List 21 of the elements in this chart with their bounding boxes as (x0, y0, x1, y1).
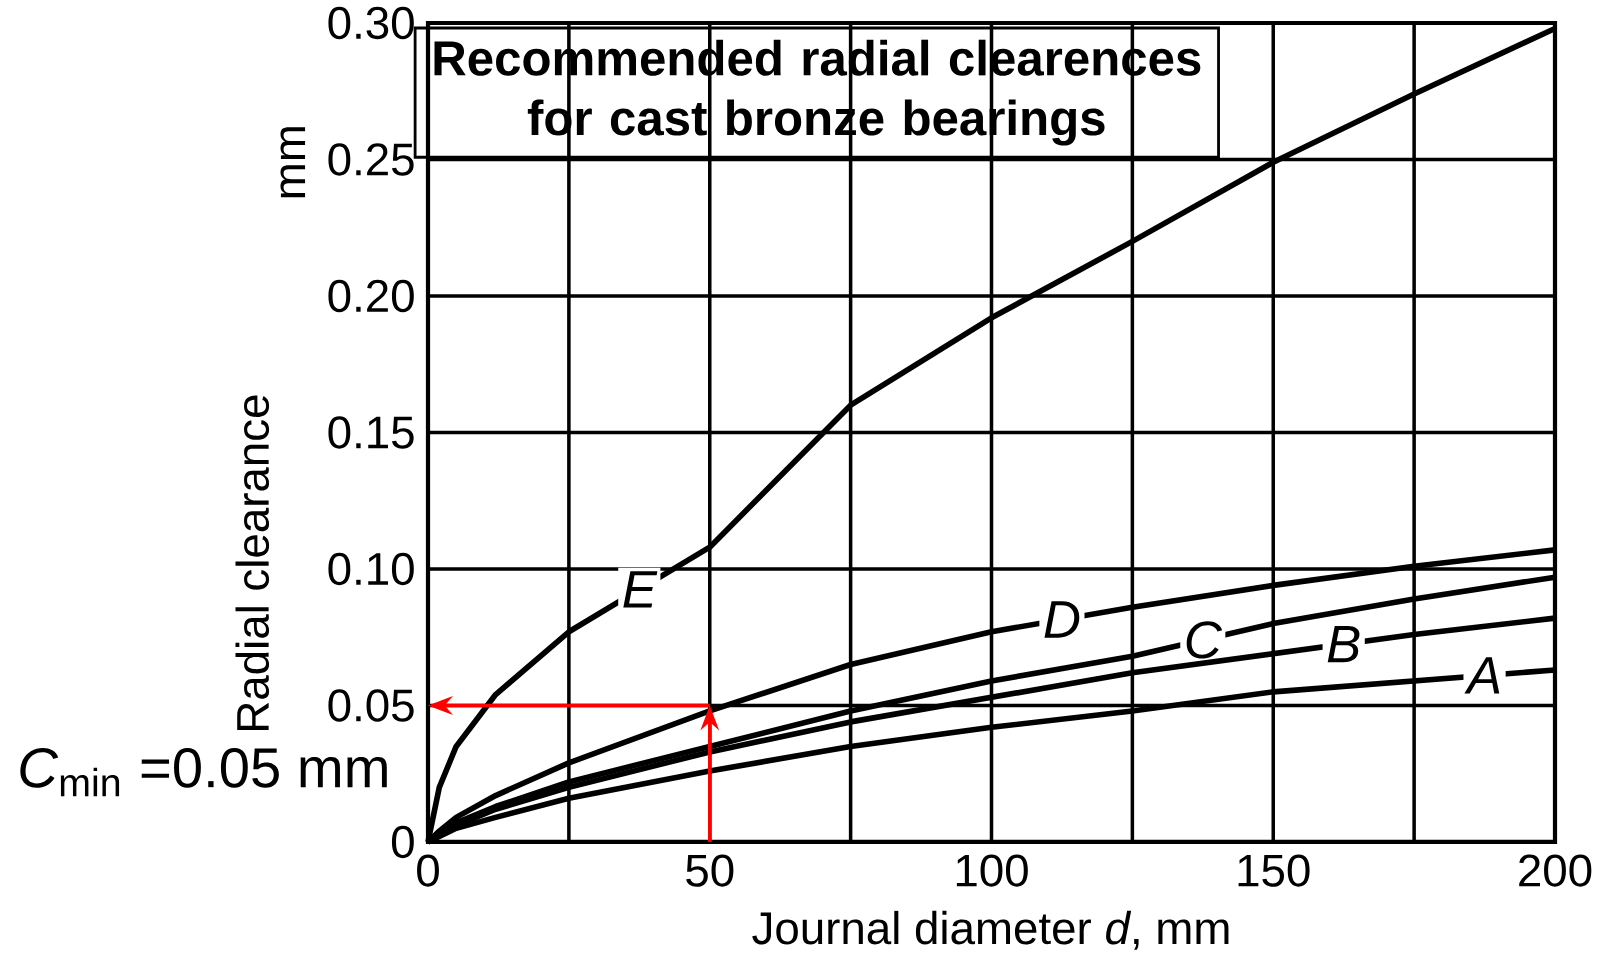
x-tick-label: 100 (956, 854, 1028, 887)
series-label: C (1186, 621, 1223, 659)
y-tick-label: 0.10 (328, 552, 414, 586)
x-tick-label: 200 (1519, 854, 1592, 887)
series-label: A (1464, 657, 1500, 694)
x-tick-label: 150 (1238, 854, 1310, 887)
y-axis-title: Radial clearance (235, 395, 270, 730)
y-tick-label: 0.05 (328, 689, 414, 722)
series-label: E (623, 571, 658, 608)
x-tick-label: 0 (417, 854, 439, 887)
y-tick-label: 0.15 (328, 416, 414, 449)
x-axis-title: Journal diameter d, mm (752, 910, 1229, 950)
y-tick-label: 0.20 (328, 279, 414, 313)
y-tick-label: 0.25 (328, 143, 414, 176)
series-label: B (1327, 625, 1360, 663)
text: mm (280, 127, 306, 198)
y-tick-label: 0.30 (328, 6, 414, 40)
annotation: C$_{min}$ =0.05 mm (20, 747, 387, 797)
y-tick-label: 0 (391, 825, 414, 859)
x-tick-label: 50 (686, 854, 734, 887)
series-label: D (1044, 601, 1080, 638)
